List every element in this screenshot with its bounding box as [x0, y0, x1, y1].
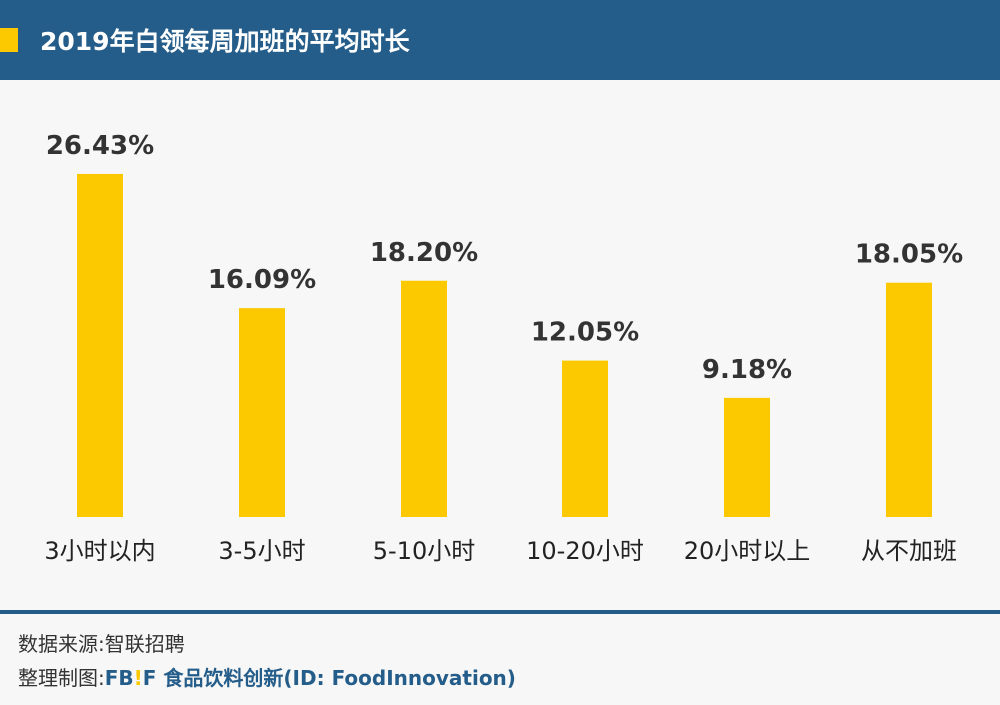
category-label: 3小时以内	[44, 537, 155, 565]
category-label: 3-5小时	[218, 537, 305, 565]
data-label: 18.20%	[370, 238, 478, 268]
chart-title: 2019年白领每周加班的平均时长	[40, 27, 410, 56]
maker-line: 整理制图:FB!F 食品饮料创新(ID: FoodInnovation)	[18, 662, 516, 691]
bar-chart: 26.43% 3小时以内 16.09% 3-5小时 18.20% 5-10小时 12.05%…	[44, 131, 963, 565]
data-label: 18.05%	[855, 240, 963, 270]
bar	[724, 397, 770, 517]
bar	[886, 282, 932, 517]
data-label: 12.05%	[531, 318, 639, 348]
category-label: 10-20小时	[526, 537, 644, 565]
category-label: 20小时以上	[684, 537, 811, 565]
brand-logo: FB!F 食品饮料创新(ID: FoodInnovation)	[104, 666, 516, 690]
source-label: 数据来源:	[18, 632, 105, 656]
brand-name: 食品饮料创新(ID: FoodInnovation)	[163, 666, 516, 690]
data-label: 9.18%	[702, 355, 792, 385]
category-label: 5-10小时	[373, 537, 475, 565]
bar	[401, 280, 447, 517]
data-label: 16.09%	[208, 265, 316, 295]
footer-divider	[0, 610, 1000, 614]
bar	[562, 360, 608, 517]
maker-label: 整理制图:	[18, 666, 105, 690]
category-label: 从不加班	[861, 537, 957, 565]
source-line: 数据来源:智联招聘	[18, 628, 185, 657]
data-label: 26.43%	[46, 131, 154, 161]
title-accent	[0, 28, 18, 52]
bar	[77, 173, 123, 517]
source-value: 智联招聘	[104, 632, 185, 656]
header-bar: 2019年白领每周加班的平均时长	[0, 0, 1000, 80]
bar	[239, 308, 285, 517]
